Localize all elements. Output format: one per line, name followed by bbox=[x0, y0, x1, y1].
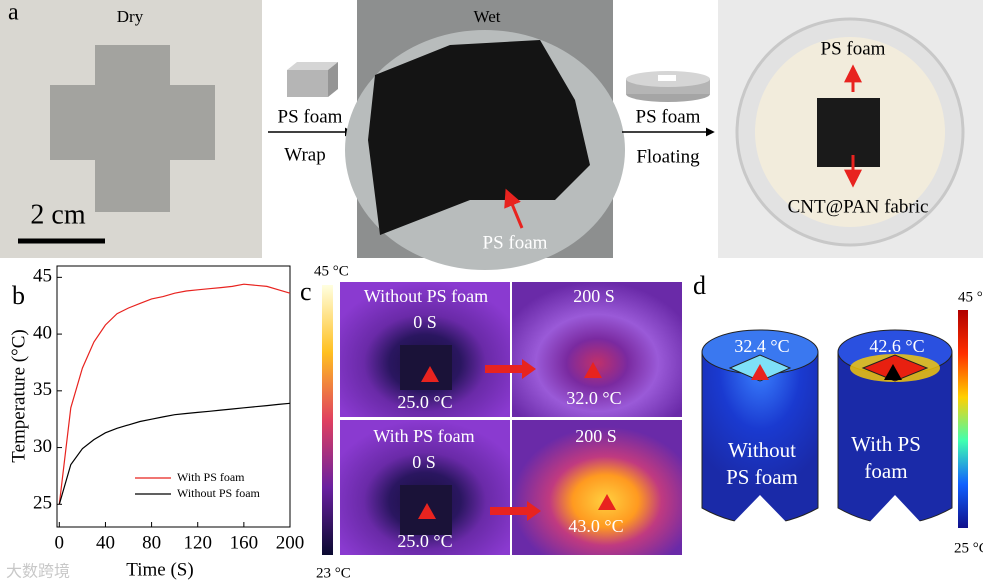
image-title: Without PS foam bbox=[364, 286, 488, 306]
marker bbox=[884, 364, 902, 380]
y-tick-label: 25 bbox=[33, 493, 52, 514]
step-label: PS foam bbox=[636, 106, 701, 127]
cylinder-model bbox=[701, 329, 819, 528]
temp-label: 42.6 °C bbox=[869, 336, 924, 356]
x-tick-label: 120 bbox=[183, 532, 212, 553]
x-tick-label: 80 bbox=[142, 532, 161, 553]
panel-label: c bbox=[300, 277, 312, 306]
plot-frame bbox=[56, 265, 291, 528]
model-label: Without bbox=[728, 438, 796, 462]
line-chart: 25 30 35 40 45 0 40 80 120 160 200 With PS foam With… bbox=[33, 265, 305, 553]
time-label: 200 S bbox=[575, 426, 617, 446]
step-label: PS foam bbox=[278, 106, 343, 127]
x-tick-label: 0 bbox=[55, 532, 65, 553]
panel-label: a bbox=[8, 0, 19, 26]
model-label: PS foam bbox=[726, 465, 798, 489]
colorbar-label: 45 °C bbox=[958, 289, 983, 305]
fabric bbox=[400, 345, 452, 390]
scale-label: 2 cm bbox=[30, 199, 85, 230]
temp-label: 32.0 °C bbox=[566, 388, 621, 408]
y-tick-label: 30 bbox=[33, 436, 52, 457]
legend-label: Without PS foam bbox=[177, 486, 261, 500]
cylinder-model bbox=[837, 329, 953, 528]
panel-label: d bbox=[693, 271, 706, 300]
fabric bbox=[50, 45, 215, 212]
marker bbox=[751, 364, 769, 380]
y-tick-label: 40 bbox=[33, 322, 52, 343]
step-label: Wrap bbox=[284, 144, 325, 165]
wet-fabric bbox=[368, 40, 590, 235]
model-label: With PS bbox=[851, 432, 921, 456]
time-label: 0 S bbox=[413, 312, 437, 332]
fabric bbox=[817, 98, 880, 167]
x-tick-label: 200 bbox=[276, 532, 305, 553]
x-tick-label: 160 bbox=[230, 532, 259, 553]
x-tick-label: 40 bbox=[96, 532, 115, 553]
temp-label: 32.4 °C bbox=[734, 336, 789, 356]
label: PS foam bbox=[821, 38, 886, 59]
label: CNT@PAN fabric bbox=[788, 196, 929, 217]
label: Dry bbox=[117, 7, 144, 26]
disc-icon bbox=[626, 71, 710, 102]
watermark: 大数跨境 bbox=[6, 562, 70, 581]
markers bbox=[418, 359, 616, 521]
colorbar-label: 45 °C bbox=[314, 263, 349, 279]
colorbar-label: 25 °C bbox=[954, 540, 983, 556]
model-label: foam bbox=[864, 459, 907, 483]
image-title: With PS foam bbox=[373, 426, 474, 446]
temp-label: 25.0 °C bbox=[397, 392, 452, 412]
x-axis-label: Time (S) bbox=[126, 559, 193, 580]
time-label: 0 S bbox=[412, 452, 436, 472]
legend-label: With PS foam bbox=[177, 470, 245, 484]
step-label: Floating bbox=[636, 146, 700, 167]
cube-icon bbox=[287, 62, 338, 97]
label: PS foam bbox=[483, 232, 548, 253]
temp-label: 25.0 °C bbox=[397, 531, 452, 551]
series-line bbox=[58, 402, 291, 505]
arrow bbox=[504, 188, 524, 229]
thermal-image bbox=[512, 420, 682, 555]
colorbar bbox=[322, 285, 333, 555]
label: Wet bbox=[474, 7, 501, 26]
series-line bbox=[58, 283, 291, 505]
colorbar-label: 23 °C bbox=[316, 565, 351, 581]
y-axis-label: Temperature (°C) bbox=[8, 329, 29, 462]
temp-label: 43.0 °C bbox=[568, 516, 623, 536]
thermal-image bbox=[512, 282, 682, 417]
time-label: 200 S bbox=[573, 286, 615, 306]
y-tick-label: 35 bbox=[33, 379, 52, 400]
colorbar bbox=[958, 310, 968, 528]
y-tick-label: 45 bbox=[33, 266, 52, 287]
panel-label: b bbox=[12, 281, 25, 310]
